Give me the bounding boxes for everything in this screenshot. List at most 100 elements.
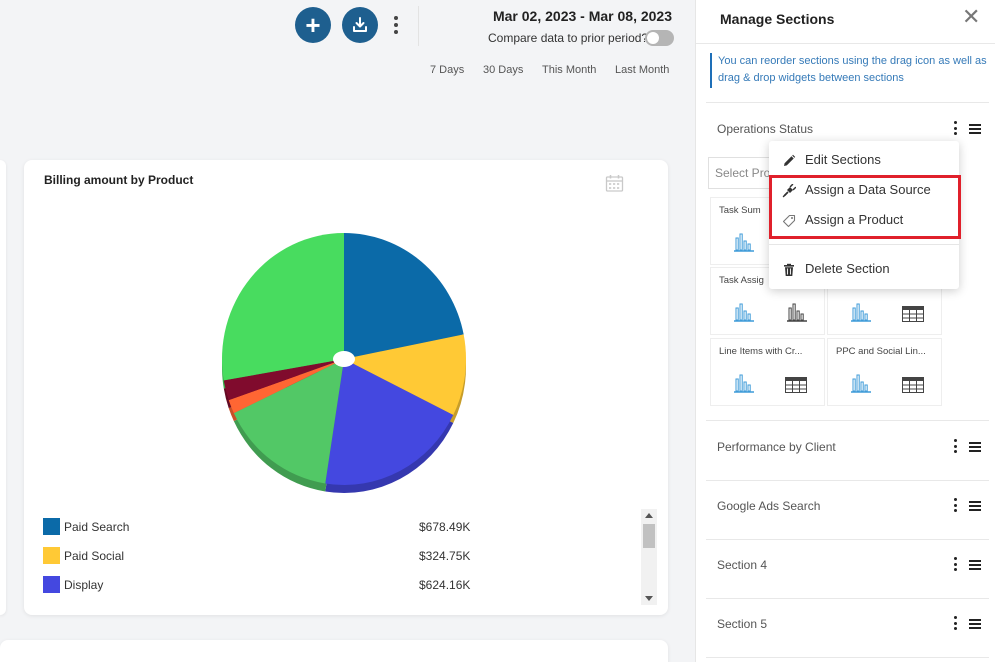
- drag-handle-icon[interactable]: [969, 619, 981, 629]
- next-widget-card: [0, 640, 668, 662]
- menu-item-assign-data-source[interactable]: Assign a Data Source: [769, 176, 959, 204]
- compare-toggle[interactable]: [645, 30, 674, 46]
- menu-item-label: Assign a Product: [805, 212, 904, 227]
- pie-slice-paid-social[interactable]: [344, 334, 466, 416]
- calendar-icon[interactable]: [605, 174, 624, 193]
- section-menu-button[interactable]: [952, 557, 958, 571]
- legend-value: $624.16K: [419, 578, 471, 592]
- download-tray-icon: [353, 17, 367, 32]
- widget-tile-title: Task Assig: [719, 275, 764, 286]
- widget-tile-task-assignments[interactable]: Task Assig: [710, 267, 825, 335]
- range-this-month[interactable]: This Month: [542, 64, 597, 76]
- drag-handle-icon[interactable]: [969, 124, 981, 134]
- menu-item-label: Delete Section: [805, 261, 890, 276]
- section-title-operations-status: Operations Status: [717, 122, 814, 136]
- bar-chart-icon[interactable]: [850, 302, 872, 322]
- section-divider: [706, 539, 989, 540]
- menu-item-edit-sections[interactable]: Edit Sections: [769, 146, 959, 174]
- widget-title: Billing amount by Product: [44, 173, 194, 187]
- trash-icon: [784, 263, 794, 276]
- panel-info-text: You can reorder sections using the drag …: [710, 53, 995, 88]
- legend-label: Display: [64, 578, 104, 592]
- plus-icon: +: [305, 10, 321, 40]
- manage-sections-panel: Manage Sections ✕ You can reorder sectio…: [695, 0, 995, 662]
- kebab-icon: [953, 121, 957, 124]
- pie-slice-segment-6[interactable]: [223, 359, 344, 401]
- bar-chart-icon[interactable]: [733, 373, 755, 393]
- menu-item-delete-section[interactable]: Delete Section: [769, 255, 959, 283]
- legend-scrollbar[interactable]: [641, 509, 657, 605]
- section-title-performance-by-client: Performance by Client: [717, 440, 836, 454]
- section-widgets-area: Select Pro Task Sum Task Assig: [708, 155, 961, 411]
- section-menu-button[interactable]: [952, 616, 958, 630]
- pie-slice-display[interactable]: [325, 359, 454, 486]
- range-7-days[interactable]: 7 Days: [430, 64, 465, 76]
- legend-item-paid-social[interactable]: Paid Social $324.75K: [42, 541, 642, 570]
- menu-item-label: Edit Sections: [805, 152, 881, 167]
- table-icon[interactable]: [902, 306, 924, 322]
- legend-label: Paid Social: [64, 549, 125, 563]
- export-button[interactable]: [342, 7, 378, 43]
- scroll-down-arrow-icon[interactable]: [645, 596, 653, 601]
- bar-chart-dark-icon[interactable]: [786, 302, 808, 322]
- bar-chart-icon[interactable]: [850, 373, 872, 393]
- panel-title: Manage Sections: [720, 11, 835, 27]
- table-icon[interactable]: [785, 377, 807, 393]
- range-last-month[interactable]: Last Month: [615, 64, 670, 76]
- legend-item-display[interactable]: Display $624.16K: [42, 570, 642, 599]
- close-icon[interactable]: ✕: [962, 4, 981, 29]
- legend-value: $324.75K: [419, 549, 471, 563]
- compare-label: Compare data to prior period?: [488, 31, 649, 45]
- plug-icon: [782, 184, 796, 198]
- section-title-section-4: Section 4: [717, 558, 768, 572]
- widget-tile-title: Line Items with Cr...: [719, 346, 803, 357]
- dashboard-main: + Mar 02, 2023 - Mar 08, 2023 Compare da…: [0, 6, 674, 662]
- kebab-icon: [953, 557, 957, 560]
- drag-handle-icon[interactable]: [969, 442, 981, 452]
- bar-chart-icon[interactable]: [733, 302, 755, 322]
- pie-slice-segment-7[interactable]: [222, 233, 344, 381]
- legend-swatch: [43, 518, 60, 535]
- panel-header-divider: [696, 43, 995, 44]
- kebab-icon: [394, 16, 398, 20]
- table-icon[interactable]: [902, 377, 924, 393]
- section-menu-button[interactable]: [952, 439, 958, 453]
- bar-chart-icon[interactable]: [733, 232, 755, 252]
- menu-item-assign-product[interactable]: Assign a Product: [769, 206, 959, 234]
- date-range-picker[interactable]: Mar 02, 2023 - Mar 08, 2023: [492, 8, 672, 24]
- pencil-icon: [784, 154, 796, 166]
- section-menu-button[interactable]: [952, 498, 958, 512]
- scroll-thumb[interactable]: [643, 524, 655, 548]
- product-select[interactable]: Select Pro: [708, 157, 778, 189]
- widget-tile-line-items[interactable]: Line Items with Cr...: [710, 338, 825, 406]
- range-30-days[interactable]: 30 Days: [483, 64, 524, 76]
- section-title-google-ads-search: Google Ads Search: [717, 499, 821, 513]
- scroll-up-arrow-icon[interactable]: [645, 513, 653, 518]
- toolbar-divider: [418, 6, 419, 46]
- pie-slice-paid-search[interactable]: [344, 233, 464, 359]
- tag-icon: [782, 214, 796, 228]
- widget-tile-title: PPC and Social Lin...: [836, 346, 926, 357]
- drag-handle-icon[interactable]: [969, 501, 981, 511]
- legend-label: Paid Search: [64, 520, 130, 534]
- kebab-icon: [953, 498, 957, 501]
- more-options-button[interactable]: [386, 12, 406, 38]
- section-divider: [706, 598, 989, 599]
- toggle-knob: [647, 32, 659, 44]
- kebab-icon: [953, 616, 957, 619]
- legend-item-paid-search[interactable]: Paid Search $678.49K: [42, 512, 642, 541]
- menu-item-label: Assign a Data Source: [805, 182, 931, 197]
- billing-pie-chart: [222, 233, 466, 493]
- section-title-section-5: Section 5: [717, 617, 768, 631]
- legend-swatch: [43, 576, 60, 593]
- section-menu-button[interactable]: [952, 121, 958, 135]
- add-widget-button[interactable]: +: [295, 7, 331, 43]
- pie-slice-segment-4[interactable]: [233, 359, 344, 484]
- pie-center-hole: [333, 351, 355, 367]
- adjacent-widget-card: [0, 160, 6, 615]
- widget-tile-ppc-social[interactable]: PPC and Social Lin...: [827, 338, 942, 406]
- widget-tile-title: Task Sum: [719, 205, 761, 216]
- drag-handle-icon[interactable]: [969, 560, 981, 570]
- section-divider: [706, 657, 989, 658]
- pie-slice-segment-5[interactable]: [228, 359, 344, 414]
